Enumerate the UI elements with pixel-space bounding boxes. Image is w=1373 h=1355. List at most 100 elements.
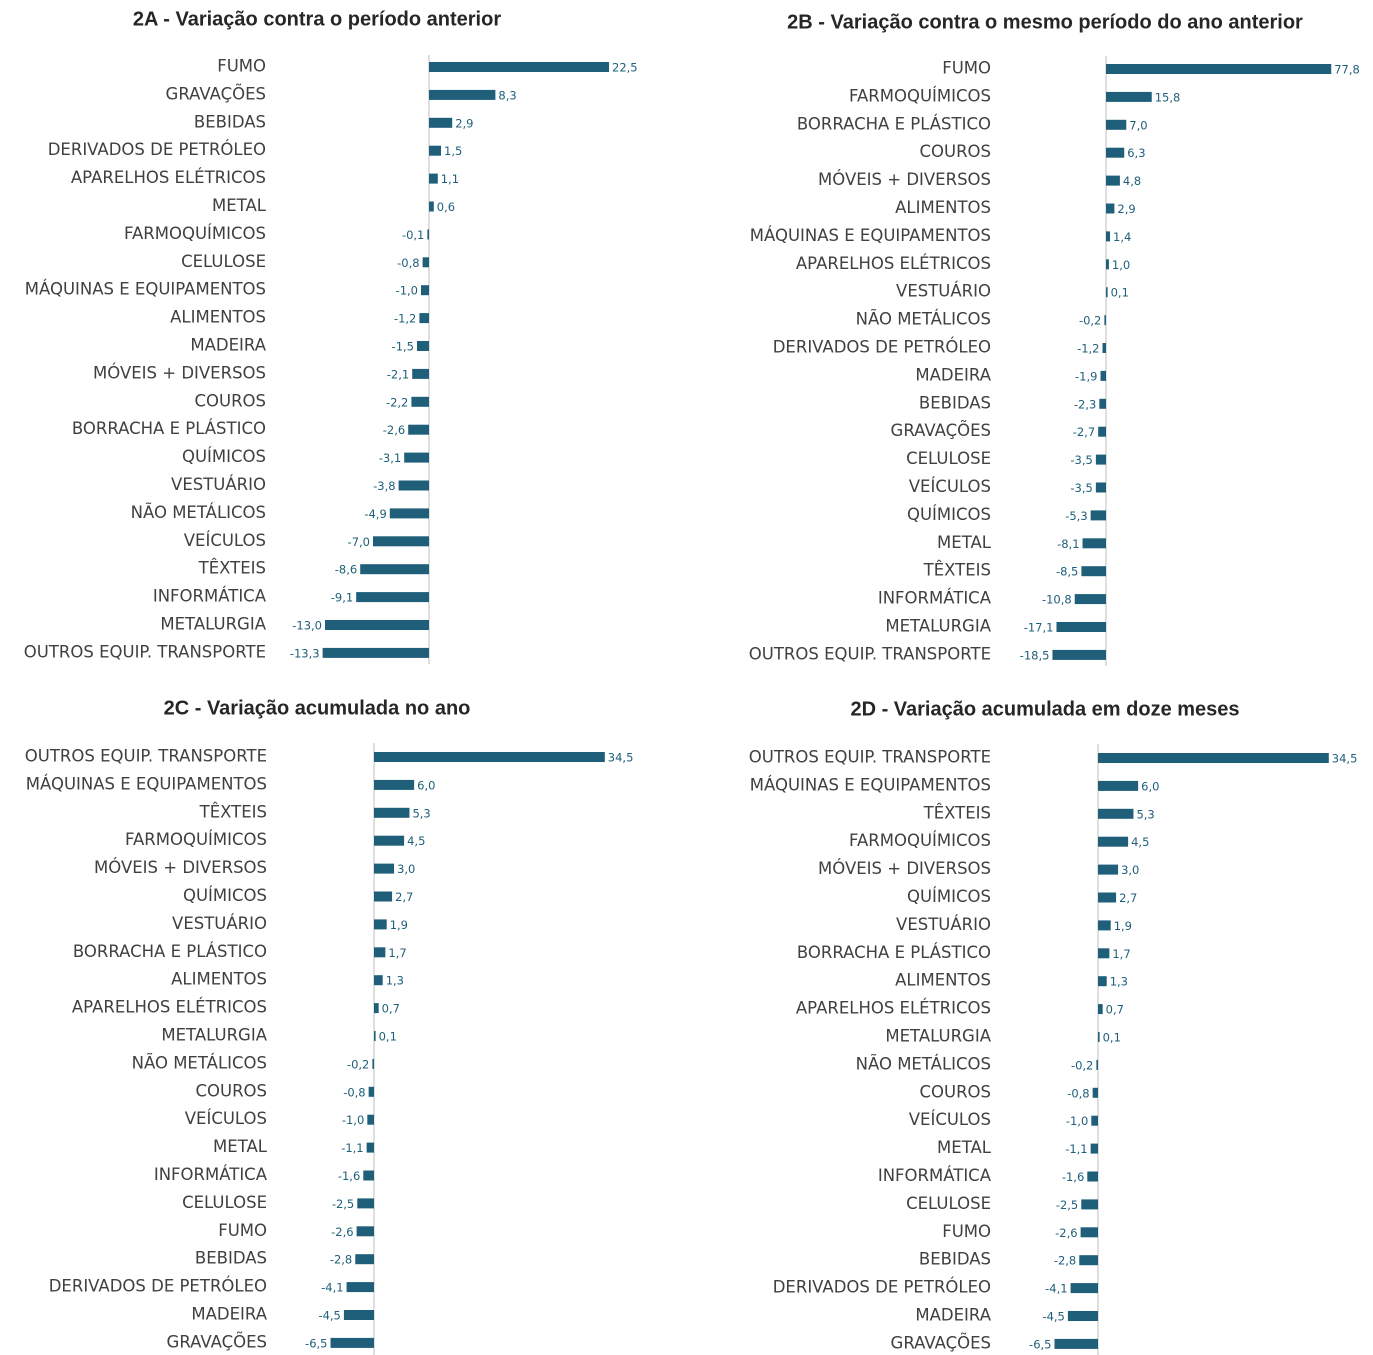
bar <box>1106 287 1108 298</box>
chart-title: 2A - Variação contra o período anterior <box>133 8 501 30</box>
data-label: -2,8 <box>1054 1254 1076 1268</box>
bar <box>1098 976 1107 987</box>
category-label: MÓVEIS + DIVERSOS <box>818 859 991 878</box>
bar <box>1054 1338 1098 1349</box>
category-label: MADEIRA <box>915 365 991 384</box>
bar <box>374 947 386 958</box>
category-label: QUÍMICOS <box>182 447 266 466</box>
bar <box>356 1226 374 1237</box>
category-label: ALIMENTOS <box>895 198 991 217</box>
category-label: CELULOSE <box>906 449 991 468</box>
data-label: -3,8 <box>373 479 395 493</box>
bar <box>389 508 429 519</box>
category-label: QUÍMICOS <box>907 887 991 906</box>
bar <box>422 257 429 268</box>
category-label: MÁQUINAS E EQUIPAMENTOS <box>750 775 991 794</box>
category-label: VEÍCULOS <box>909 477 991 496</box>
bar <box>429 89 496 100</box>
bar <box>1056 622 1106 632</box>
bar <box>1098 948 1110 959</box>
bar <box>1098 1032 1100 1042</box>
bar <box>1091 1115 1098 1126</box>
data-label: -7,0 <box>348 535 370 549</box>
data-label: -6,5 <box>1029 1337 1051 1351</box>
bar <box>372 1058 374 1069</box>
category-label: INFORMÁTICA <box>153 587 267 606</box>
bar <box>356 592 429 603</box>
category-label: METAL <box>937 533 992 552</box>
bar <box>1074 594 1106 605</box>
bar <box>325 620 429 630</box>
bar <box>374 752 605 762</box>
data-label: -8,1 <box>1057 537 1079 551</box>
data-label: 2,7 <box>1119 891 1137 905</box>
bar <box>355 1254 374 1265</box>
category-label: BEBIDAS <box>919 1250 991 1269</box>
category-label: METALURGIA <box>885 617 991 636</box>
bar <box>1090 510 1106 521</box>
chart-panel-c: 2C - Variação acumulada no ano OUTROS EQU… <box>25 697 633 1355</box>
data-label: -1,2 <box>394 312 416 326</box>
data-label: 0,7 <box>1106 1003 1124 1017</box>
data-label: 2,9 <box>455 116 473 130</box>
category-label: ALIMENTOS <box>895 971 991 990</box>
data-label: 34,5 <box>1332 752 1358 766</box>
bar <box>1106 147 1125 158</box>
data-label: 6,0 <box>417 778 435 792</box>
category-label: MÁQUINAS E EQUIPAMENTOS <box>750 226 991 245</box>
data-label: 4,5 <box>1131 835 1149 849</box>
category-label: INFORMÁTICA <box>878 589 992 608</box>
category-label: CELULOSE <box>182 1193 267 1212</box>
bar <box>1095 482 1106 493</box>
bar <box>1106 231 1111 242</box>
bar <box>1096 1059 1098 1070</box>
bar <box>1104 315 1106 326</box>
category-label: DERIVADOS DE PETRÓLEO <box>49 1277 267 1296</box>
bar <box>374 779 415 790</box>
data-label: -1,6 <box>338 1169 360 1183</box>
category-label: METAL <box>213 1137 268 1156</box>
data-label: -4,5 <box>1042 1310 1064 1324</box>
data-label: -13,0 <box>292 619 322 633</box>
bar <box>1106 64 1332 74</box>
category-label: METAL <box>212 196 267 215</box>
data-label: -18,5 <box>1020 648 1050 662</box>
category-label: MÁQUINAS E EQUIPAMENTOS <box>25 280 266 299</box>
bar <box>1067 1311 1098 1321</box>
bar <box>1102 343 1106 353</box>
category-label: BEBIDAS <box>919 393 991 412</box>
category-label: ALIMENTOS <box>170 308 266 327</box>
category-label: GRAVAÇÕES <box>891 421 991 440</box>
data-label: 6,0 <box>1141 779 1159 793</box>
category-label: OUTROS EQUIP. TRANSPORTE <box>749 644 991 663</box>
category-label: QUÍMICOS <box>183 886 267 905</box>
data-label: -3,1 <box>379 451 401 465</box>
data-label: -1,2 <box>1077 342 1099 356</box>
category-label: GRAVAÇÕES <box>167 1332 267 1351</box>
data-label: 4,8 <box>1123 174 1141 188</box>
data-label: 15,8 <box>1155 90 1181 104</box>
category-label: CELULOSE <box>181 252 266 271</box>
bar <box>1052 649 1106 660</box>
bar <box>1080 1227 1098 1238</box>
category-label: VEÍCULOS <box>184 531 266 550</box>
bar <box>322 647 429 658</box>
data-label: 0,6 <box>437 200 455 214</box>
data-label: -10,8 <box>1042 593 1072 607</box>
data-label: -2,3 <box>1074 397 1096 411</box>
data-label: -8,6 <box>335 563 357 577</box>
bar <box>1079 1255 1098 1266</box>
bar <box>1081 1199 1098 1210</box>
bar <box>411 396 429 407</box>
bar <box>1082 538 1106 549</box>
data-label: 2,7 <box>395 890 413 904</box>
data-label: -2,8 <box>330 1253 352 1267</box>
category-label: OUTROS EQUIP. TRANSPORTE <box>25 747 267 766</box>
data-label: -4,1 <box>321 1281 343 1295</box>
bar <box>373 536 429 547</box>
category-label: INFORMÁTICA <box>878 1166 992 1185</box>
data-label: -2,1 <box>387 367 409 381</box>
data-label: 1,7 <box>388 946 406 960</box>
category-label: METALURGIA <box>161 1026 267 1045</box>
category-label: TÊXTEIS <box>198 559 266 578</box>
